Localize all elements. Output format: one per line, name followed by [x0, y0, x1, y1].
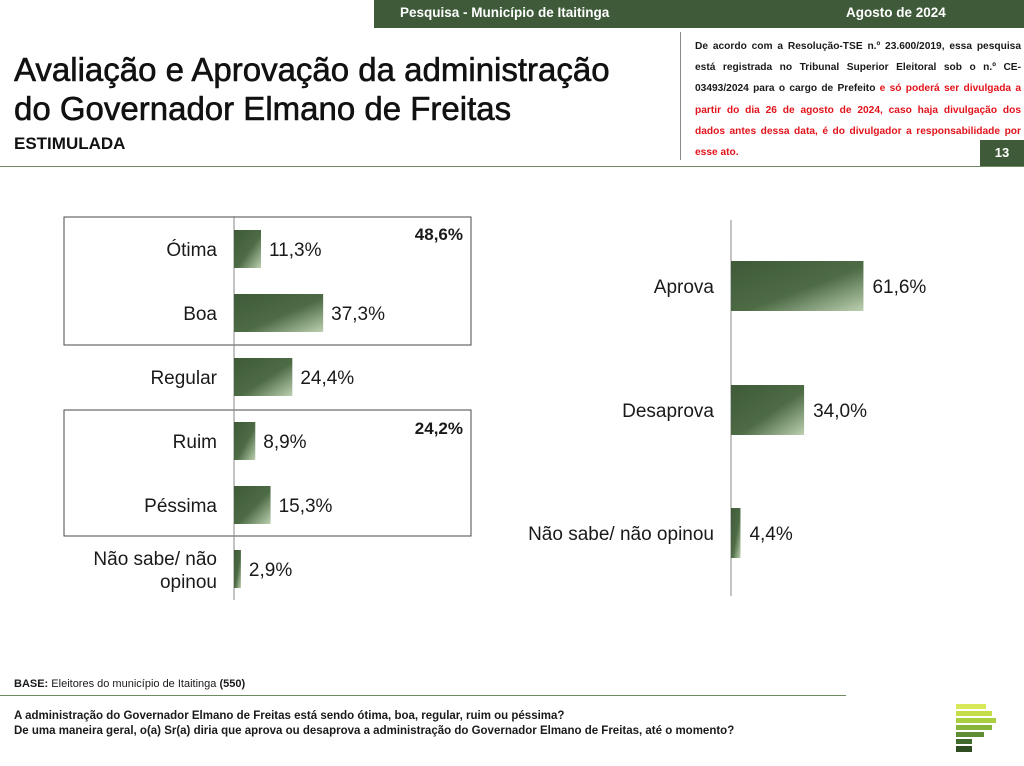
- header-rule: [0, 166, 1024, 167]
- group-total-label: 24,2%: [415, 419, 463, 438]
- survey-questions: A administração do Governador Elmano de …: [14, 709, 734, 739]
- bar: [731, 385, 805, 435]
- header-bar: Pesquisa - Município de Itaitinga Agosto…: [374, 0, 1024, 28]
- category-label: Não sabe/ não opinou: [528, 524, 714, 545]
- base-note: BASE: Eleitores do município de Itaiting…: [14, 678, 245, 690]
- bar: [731, 508, 741, 558]
- page-subtitle: ESTIMULADA: [14, 134, 126, 153]
- base-text: Eleitores do município de Itaitinga: [48, 678, 220, 690]
- title-line-1: Avaliação e Aprovação da administração: [14, 51, 610, 89]
- legal-notice-warning: e só poderá ser divulgada a partir do di…: [695, 83, 1022, 159]
- question-2: De uma maneira geral, o(a) Sr(a) diria q…: [14, 725, 735, 737]
- page-number: 13: [980, 140, 1024, 166]
- category-label: Desaprova: [622, 401, 714, 422]
- data-label: 2,9%: [249, 560, 292, 581]
- category-label: Aprova: [654, 277, 715, 298]
- category-label: Boa: [183, 304, 217, 325]
- company-logo-icon: [956, 704, 996, 752]
- data-label: 15,3%: [279, 496, 333, 517]
- category-label: Ruim: [173, 432, 217, 453]
- legal-notice-text: De acordo com a Resolução-TSE n.º 23.600…: [695, 41, 1021, 95]
- group-total-label: 48,6%: [415, 225, 463, 244]
- date-label: Agosto de 2024: [846, 5, 946, 20]
- data-label: 61,6%: [872, 277, 926, 298]
- category-label: Regular: [150, 368, 217, 389]
- base-label: BASE:: [14, 678, 49, 690]
- data-label: 8,9%: [263, 432, 306, 453]
- data-label: 37,3%: [331, 304, 385, 325]
- bar: [234, 358, 293, 396]
- bar: [234, 486, 271, 524]
- data-label: 11,3%: [269, 240, 322, 261]
- page-title: Avaliação e Aprovação da administração d…: [14, 50, 610, 128]
- bar: [234, 422, 256, 460]
- data-label: 34,0%: [813, 401, 867, 422]
- data-label: 4,4%: [749, 524, 792, 545]
- footer-rule: [0, 695, 846, 696]
- legal-notice: De acordo com a Resolução-TSE n.º 23.600…: [695, 36, 1021, 163]
- bar: [234, 294, 324, 332]
- question-1: A administração do Governador Elmano de …: [14, 710, 565, 722]
- data-label: 24,4%: [300, 368, 354, 389]
- category-label: Ótima: [166, 239, 217, 261]
- category-label: Péssima: [144, 496, 217, 517]
- group-box-2: [63, 409, 472, 537]
- title-line-2: do Governador Elmano de Freitas: [14, 90, 512, 128]
- category-label: Não sabe/ não opinou: [93, 549, 217, 593]
- bar: [234, 550, 241, 588]
- bar: [234, 230, 262, 268]
- group-box-1: [63, 216, 472, 346]
- header-divider: [680, 32, 681, 160]
- survey-label: Pesquisa - Município de Itaitinga: [400, 5, 610, 20]
- bar: [731, 261, 864, 311]
- base-count: (550): [219, 678, 246, 690]
